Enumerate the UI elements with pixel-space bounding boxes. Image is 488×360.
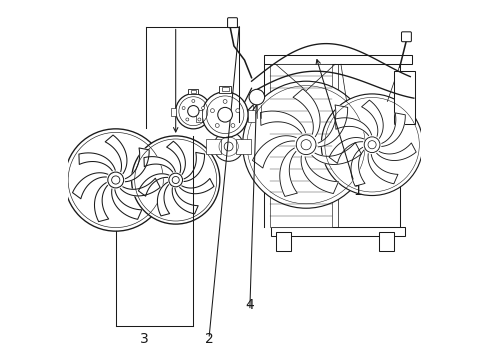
Circle shape xyxy=(187,105,199,117)
FancyBboxPatch shape xyxy=(401,32,410,42)
Circle shape xyxy=(191,99,194,103)
Polygon shape xyxy=(328,138,364,163)
Polygon shape xyxy=(94,183,108,222)
Circle shape xyxy=(198,118,201,121)
Polygon shape xyxy=(184,152,204,181)
Bar xyxy=(269,64,331,227)
Polygon shape xyxy=(157,182,169,216)
Polygon shape xyxy=(72,173,107,199)
Polygon shape xyxy=(252,136,296,168)
Circle shape xyxy=(242,81,369,208)
Bar xyxy=(264,55,411,64)
Text: 2: 2 xyxy=(204,332,213,346)
Circle shape xyxy=(210,109,214,113)
Bar xyxy=(236,139,250,154)
Polygon shape xyxy=(166,141,185,174)
Polygon shape xyxy=(111,189,142,219)
FancyBboxPatch shape xyxy=(218,86,231,93)
Circle shape xyxy=(172,176,179,184)
Circle shape xyxy=(224,142,233,151)
Bar xyxy=(379,231,393,251)
Polygon shape xyxy=(367,154,397,184)
Polygon shape xyxy=(318,105,347,147)
Polygon shape xyxy=(361,100,383,138)
Circle shape xyxy=(248,89,264,105)
Circle shape xyxy=(230,123,234,127)
Circle shape xyxy=(182,107,185,109)
Circle shape xyxy=(111,176,120,184)
Circle shape xyxy=(296,135,315,154)
FancyBboxPatch shape xyxy=(188,89,198,94)
Circle shape xyxy=(168,173,182,187)
FancyBboxPatch shape xyxy=(170,108,175,117)
Circle shape xyxy=(201,107,204,109)
Polygon shape xyxy=(180,179,214,194)
Polygon shape xyxy=(350,147,365,186)
Circle shape xyxy=(64,129,166,231)
Circle shape xyxy=(202,92,247,138)
Polygon shape xyxy=(292,89,320,136)
Circle shape xyxy=(301,140,310,150)
Bar xyxy=(190,90,196,93)
Circle shape xyxy=(215,123,219,127)
Bar xyxy=(206,139,221,154)
Circle shape xyxy=(213,132,243,161)
Circle shape xyxy=(185,118,188,121)
Polygon shape xyxy=(376,143,415,161)
Circle shape xyxy=(235,109,239,113)
Circle shape xyxy=(107,172,123,188)
Polygon shape xyxy=(311,143,361,165)
FancyBboxPatch shape xyxy=(195,110,202,122)
Polygon shape xyxy=(79,153,115,171)
Polygon shape xyxy=(301,156,338,194)
Polygon shape xyxy=(172,188,198,214)
Text: 1: 1 xyxy=(352,184,361,198)
FancyBboxPatch shape xyxy=(227,18,237,28)
Circle shape xyxy=(364,137,379,153)
Text: 3: 3 xyxy=(139,332,148,346)
Polygon shape xyxy=(143,157,175,172)
Circle shape xyxy=(217,107,232,122)
Polygon shape xyxy=(381,113,405,147)
FancyBboxPatch shape xyxy=(211,108,216,117)
Circle shape xyxy=(367,141,375,149)
Circle shape xyxy=(223,99,226,103)
Bar xyxy=(271,227,404,236)
Polygon shape xyxy=(105,135,127,174)
Polygon shape xyxy=(260,111,305,133)
Circle shape xyxy=(131,136,219,224)
Polygon shape xyxy=(120,178,160,196)
Bar xyxy=(221,87,228,91)
Circle shape xyxy=(175,94,210,129)
Polygon shape xyxy=(138,174,168,196)
Bar xyxy=(275,231,290,251)
FancyBboxPatch shape xyxy=(248,110,254,122)
Text: 4: 4 xyxy=(245,298,254,312)
FancyBboxPatch shape xyxy=(393,71,414,123)
Circle shape xyxy=(321,94,422,195)
Polygon shape xyxy=(125,148,149,182)
Polygon shape xyxy=(279,148,297,197)
Polygon shape xyxy=(335,118,371,135)
